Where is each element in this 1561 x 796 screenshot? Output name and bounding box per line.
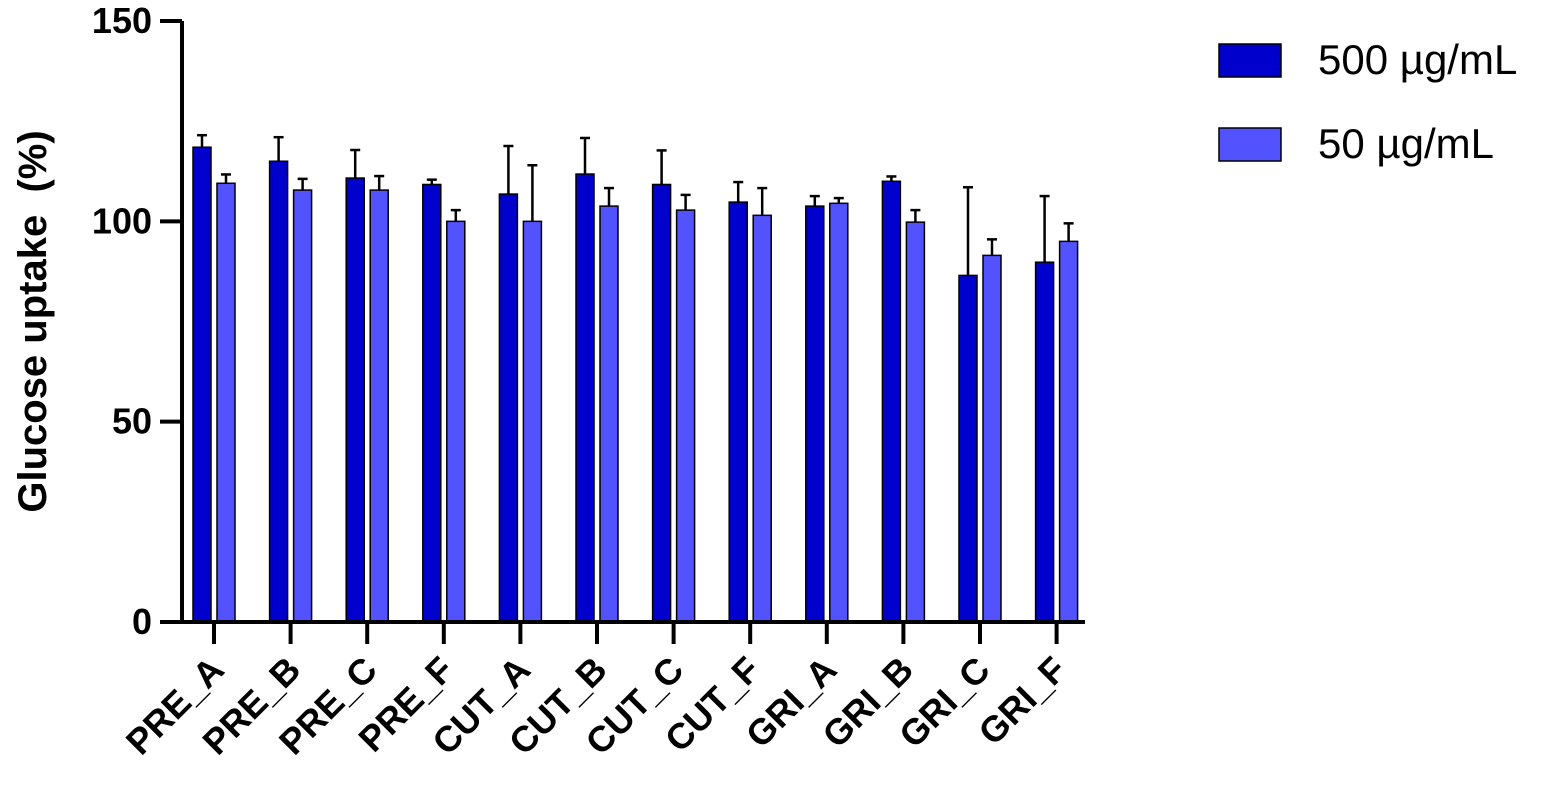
- bar-gri-a-series-2: [829, 202, 849, 623]
- bar-pre-a-series-1: [192, 146, 212, 623]
- bar-gri-a-series-1: [805, 205, 825, 623]
- legend-swatch-series-2: [1218, 127, 1282, 162]
- bar-pre-c-series-2: [369, 189, 389, 623]
- bar-pre-f-series-1: [422, 183, 442, 623]
- bar-gri-c-series-1: [958, 274, 978, 623]
- legend: 500 µg/mL 50 µg/mL: [1218, 36, 1517, 167]
- y-tick-label: 100: [92, 200, 152, 241]
- bar-gri-f-series-2: [1058, 240, 1079, 623]
- bar-gri-f-series-1: [1034, 261, 1055, 623]
- y-axis-title: Glucose uptake (%): [11, 130, 55, 512]
- bar-pre-c-series-1: [345, 177, 365, 623]
- bar-cut-a-series-1: [498, 193, 519, 623]
- y-tick-label: 0: [132, 601, 152, 642]
- x-tick-label-gri-f: GRI_F: [970, 649, 1074, 753]
- bar-cut-f-series-1: [728, 201, 748, 623]
- legend-label-series-1: 500 µg/mL: [1318, 36, 1517, 83]
- bar-cut-c-series-2: [675, 209, 696, 623]
- bar-pre-f-series-2: [446, 220, 466, 623]
- y-tick-label: 150: [92, 0, 152, 41]
- bar-gri-b-series-1: [881, 180, 902, 623]
- bar-cut-b-series-1: [575, 173, 595, 623]
- bar-gri-b-series-2: [905, 221, 926, 623]
- bar-pre-b-series-1: [268, 160, 289, 623]
- bar-cut-c-series-1: [651, 183, 672, 623]
- legend-label-series-2: 50 µg/mL: [1318, 120, 1494, 167]
- bar-pre-a-series-2: [216, 182, 236, 623]
- bar-gri-c-series-2: [982, 254, 1002, 623]
- bar-cut-f-series-2: [752, 214, 772, 623]
- bar-cut-b-series-2: [599, 205, 619, 623]
- legend-swatch-series-1: [1218, 43, 1282, 78]
- bar-pre-b-series-2: [292, 189, 313, 623]
- bar-cut-a-series-2: [522, 220, 543, 623]
- y-tick-label: 50: [112, 401, 152, 442]
- bars-layer: [192, 133, 1079, 623]
